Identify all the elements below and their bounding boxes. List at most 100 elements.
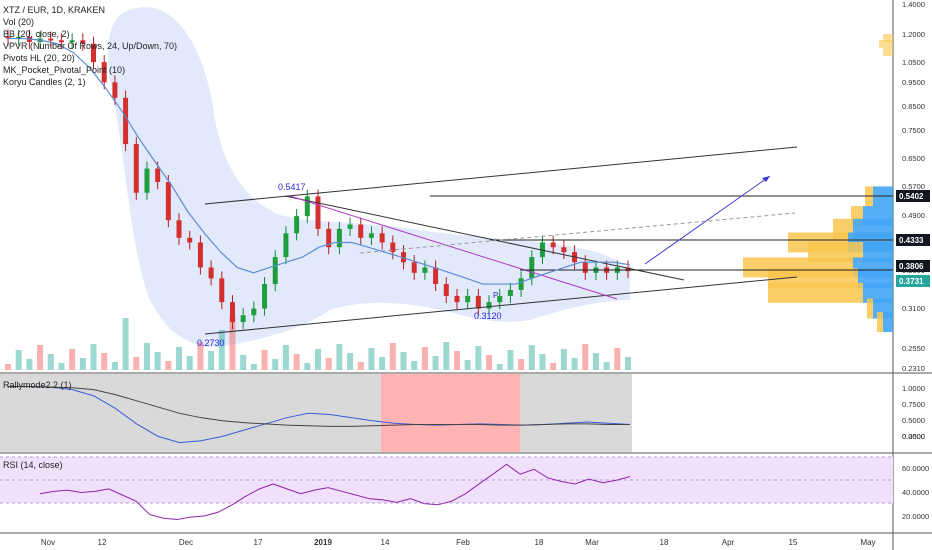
price-tick-label: 0.7500 [902, 126, 925, 135]
candle-body [433, 267, 439, 285]
price-tick-label: 1.4000 [902, 0, 925, 9]
volume-bar [400, 352, 407, 370]
rsi-line [39, 463, 631, 521]
rsi-tick-label: 20.0000 [902, 512, 929, 521]
volume-bar [453, 351, 460, 370]
volume-bar [176, 347, 183, 370]
volume-bar [389, 343, 396, 370]
candle-body [91, 43, 97, 63]
volume-bar [475, 346, 482, 370]
price-badge-label: 0.4333 [899, 236, 924, 245]
candle-body [133, 144, 139, 193]
volume-bar [111, 362, 118, 370]
candle-body [326, 228, 332, 248]
volume-bar [101, 353, 108, 370]
volume-bar [560, 349, 567, 370]
volume-bar [625, 357, 631, 370]
trendline-1 [204, 276, 798, 335]
price-tick-label: 0.9500 [902, 78, 925, 87]
candle-body [304, 196, 310, 217]
rally-red-zone [381, 374, 520, 452]
volume-bar [507, 350, 514, 370]
candle-body [5, 36, 11, 39]
volume-bar [582, 344, 589, 370]
legend-vol[interactable]: Vol (20) [3, 17, 35, 27]
volume-bar [379, 357, 386, 370]
price-tick-label: 0.3100 [902, 304, 925, 313]
volume-profile [743, 34, 893, 333]
symbol-title[interactable]: XTZ / EUR, 1D, KRAKEN [3, 5, 106, 15]
volume-bar [464, 360, 471, 370]
vpvr-down-9 [877, 312, 883, 333]
volume-bar [443, 342, 450, 370]
time-label: 18 [535, 538, 544, 547]
candle-body [507, 289, 513, 296]
price-badge-label: 0.3731 [899, 277, 924, 286]
rallymode-pane-bg [0, 374, 632, 452]
arrow-head [762, 176, 770, 182]
candle-body [208, 267, 214, 279]
volume-bar [143, 343, 150, 370]
rally-tick-label: 0.0000 [902, 432, 925, 441]
volume-bar [304, 363, 311, 370]
legend-vpvr[interactable]: VPVR (Number Of Rows, 24, Up/Down, 70) [3, 41, 178, 51]
price-badge-label: 0.3806 [899, 262, 924, 271]
volume-bar [186, 356, 193, 370]
price-badge [896, 234, 930, 246]
volume-bar [122, 318, 129, 370]
trendline-0 [204, 146, 798, 205]
rsi-title[interactable]: RSI (14, close) [3, 460, 63, 470]
volume-bar [282, 345, 289, 370]
candle-body [390, 242, 396, 253]
price-tick-label: 1.0500 [902, 58, 925, 67]
legend-mk-pocket[interactable]: MK_Pocket_Pivotal_Point (10) [3, 65, 126, 75]
rally-tick-label: 0.2500 [902, 432, 925, 441]
volume-bar [58, 363, 65, 370]
candle-body [465, 295, 471, 303]
legend-pivots[interactable]: Pivots HL (20, 20) [3, 53, 75, 63]
candle-body [294, 216, 300, 234]
rallymode-title[interactable]: Rallymode2.2 (1) [3, 380, 72, 390]
legend-koryu[interactable]: Koryu Candles (2, 1) [3, 77, 86, 87]
volume-bar [229, 316, 236, 370]
volume-bar [539, 354, 546, 370]
candle-body [123, 97, 129, 145]
rally-tick-label: 0.5000 [902, 416, 925, 425]
candle-body [379, 233, 385, 243]
volume-bar [69, 349, 76, 370]
mk-pocket-line [8, 37, 631, 285]
legend-bb[interactable]: BB (20, close, 2) [3, 29, 70, 39]
candle-body [336, 228, 342, 248]
high-label: 0.5417 [278, 182, 306, 192]
candle-body [187, 237, 193, 243]
time-label: 15 [789, 538, 798, 547]
volume-bar [133, 357, 140, 370]
volume-bar [368, 348, 375, 370]
volume-bar [432, 356, 439, 370]
time-axis[interactable]: Nov 12 Dec 17 2019 14 Feb 18 Mar 18 Apr 15 May [41, 538, 876, 547]
candle-body [443, 284, 449, 296]
price-badge-label: 0.5402 [899, 192, 924, 201]
volume-bar [15, 350, 22, 370]
price-tick-label: 0.2310 [902, 364, 925, 373]
candle-body [368, 233, 374, 238]
trendline-7 [644, 175, 771, 265]
vpvr-up-9 [883, 312, 893, 333]
volume-bar [250, 364, 257, 370]
volume-bar [261, 350, 268, 370]
time-label: May [860, 538, 875, 547]
trendlines[interactable] [204, 146, 893, 335]
price-tick-label: 0.5700 [902, 182, 925, 191]
vpvr-down-7 [768, 282, 863, 303]
price-axis[interactable]: 1.4000 1.2000 1.0500 0.9500 0.8500 0.7500 0.65… [896, 0, 930, 521]
candle-body [155, 168, 161, 183]
rsi-pane-bg [0, 456, 893, 504]
rsi-tick-label: 60.0000 [902, 464, 929, 473]
time-label: Apr [722, 538, 735, 547]
candle-body [16, 36, 22, 39]
candle-body [69, 40, 75, 43]
trendline-3 [289, 195, 618, 300]
volume-bar [79, 358, 86, 370]
candles [5, 29, 631, 330]
